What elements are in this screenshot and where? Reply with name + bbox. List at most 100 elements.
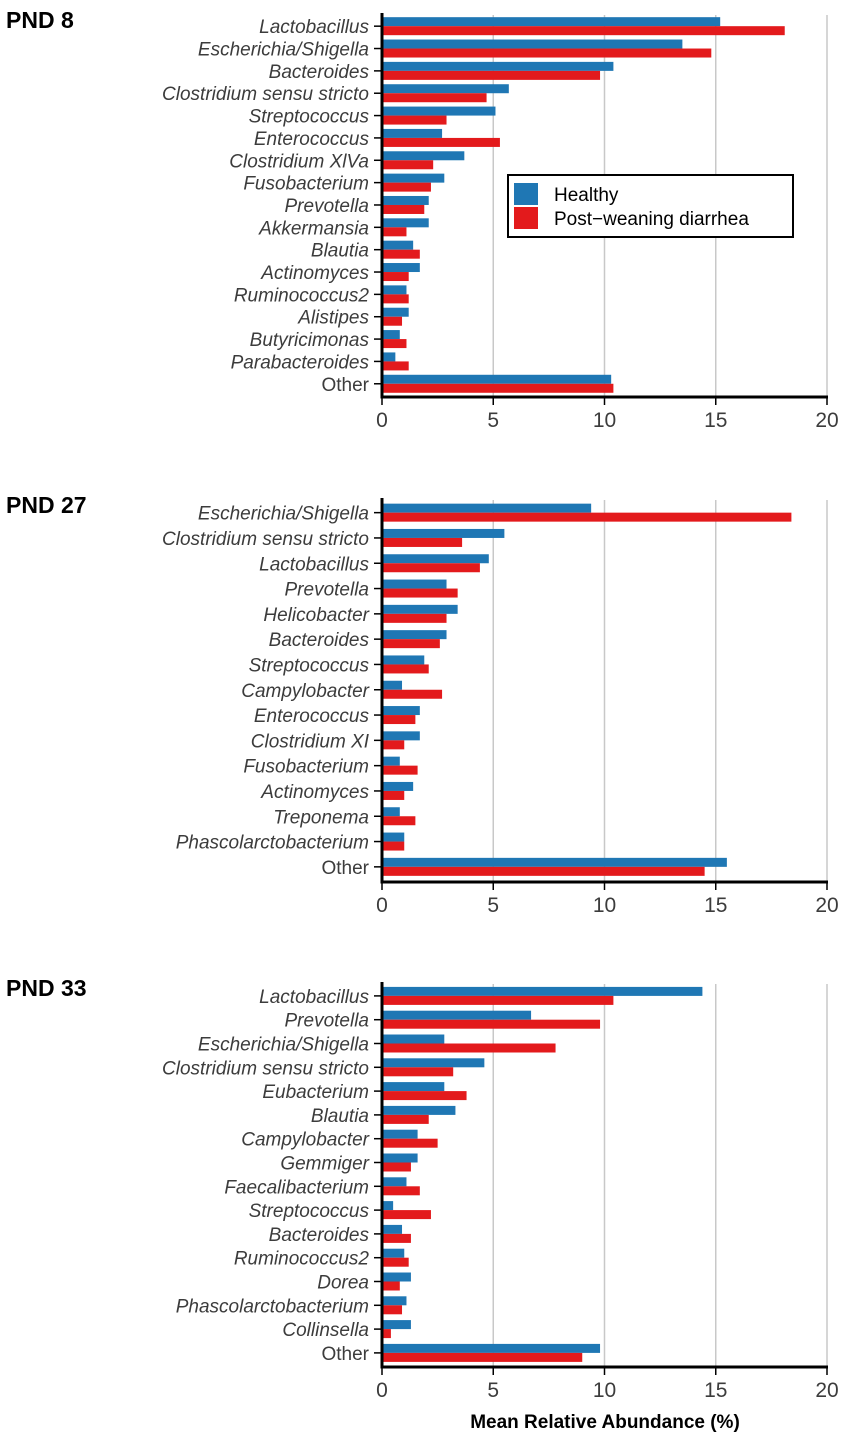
pnd-8-bar-blautia-pwd [382,249,420,259]
pnd-33-bar-gemmiger-healthy [382,1153,418,1163]
pnd-27-bar-escherichia-shigella-healthy [382,503,592,513]
pnd-33-bar-prevotella-healthy [382,1010,532,1020]
pnd-8-bar-blautia-healthy [382,240,414,250]
pnd-8-panel-title: PND 8 [6,7,74,33]
axes-layer [374,13,828,1375]
pnd-8-bar-parabacteroides-pwd [382,361,409,371]
pnd-8-bar-bacteroides-healthy [382,61,614,71]
pnd-33-bar-phascolarctobacterium-pwd [382,1305,403,1315]
pnd-33-category-label-campylobacter: Campylobacter [241,1130,369,1151]
pnd-27-bar-lactobacillus-healthy [382,554,489,564]
pnd-8-x-tick-label-0: 0 [376,409,388,432]
pnd-33-bar-lactobacillus-pwd [382,995,614,1005]
pnd-8-bar-clostridium-xlva-healthy [382,151,465,161]
pnd-27-x-tick-label-5: 5 [487,894,499,917]
pnd-8-bar-enterococcus-pwd [382,137,500,147]
pnd-8-bar-escherichia-shigella-pwd [382,48,712,58]
pnd-33-bar-faecalibacterium-healthy [382,1177,407,1187]
pnd-8-bar-akkermansia-pwd [382,227,407,237]
pnd-27-x-tick-label-0: 0 [376,894,388,917]
pnd-27-category-label-other: Other [321,858,369,879]
pnd-27-bar-treponema-pwd [382,816,416,826]
pnd-33-category-label-prevotella: Prevotella [285,1011,370,1032]
pnd-27-category-label-bacteroides: Bacteroides [269,630,370,651]
text-layer: PND 8 LactobacillusEscherichia/ShigellaBa… [6,7,839,1402]
pnd-8-bar-clostridium-xlva-pwd [382,160,434,170]
gridlines-layer [492,15,828,1367]
pnd-27-x-tick-label-10: 10 [593,894,616,917]
pnd-8-bar-alistipes-pwd [382,316,403,326]
pnd-27-bar-streptococcus-pwd [382,664,429,674]
pnd-8-x-tick-label-15: 15 [704,409,727,432]
pnd-8-category-label-ruminococcus2: Ruminococcus2 [234,285,370,306]
pnd-8-x-tick-label-5: 5 [487,409,499,432]
pnd-8-bar-fusobacterium-pwd [382,182,431,192]
pnd-33-bar-gemmiger-pwd [382,1162,411,1172]
pnd-33-x-tick-label-0: 0 [376,1379,388,1402]
pnd-33-bar-escherichia-shigella-healthy [382,1034,445,1044]
pnd-8-bar-alistipes-healthy [382,307,409,317]
pnd-33-bar-faecalibacterium-pwd [382,1186,420,1196]
pnd-27-category-label-fusobacterium: Fusobacterium [243,757,369,778]
legend: Healthy Post−weaning diarrhea [507,174,794,238]
pnd-33-category-label-dorea: Dorea [317,1273,369,1294]
pnd-8-bar-streptococcus-pwd [382,115,447,125]
pnd-33-bar-campylobacter-healthy [382,1129,418,1139]
pnd-33-bar-collinsella-pwd [382,1329,391,1339]
pnd-8-category-label-escherichia-shigella: Escherichia/Shigella [198,40,369,61]
pnd-27-bar-clostridium-xi-healthy [382,731,420,741]
pnd-8-bar-ruminococcus2-healthy [382,285,407,295]
pnd-33-x-tick-label-20: 20 [815,1379,838,1402]
pnd-33-x-tick-label-15: 15 [704,1379,727,1402]
pnd-27-bar-other-pwd [382,866,705,876]
pnd-27-bar-bacteroides-pwd [382,639,440,649]
pnd-33-bar-campylobacter-pwd [382,1138,438,1148]
pnd-33-bar-escherichia-shigella-pwd [382,1043,556,1053]
pnd-8-category-label-blautia: Blautia [311,241,369,262]
pnd-33-bar-dorea-pwd [382,1281,400,1291]
pnd-27-bar-clostridium-sensu-stricto-healthy [382,528,505,538]
pnd-27-category-label-clostridium-xi: Clostridium XI [251,731,370,752]
pnd-27-bar-phascolarctobacterium-pwd [382,841,405,851]
pnd-33-bar-streptococcus-healthy [382,1201,394,1211]
legend-swatch-healthy [514,183,538,205]
pnd-33-bar-dorea-healthy [382,1272,411,1282]
pnd-8-bar-enterococcus-healthy [382,128,443,138]
pnd-8-category-label-enterococcus: Enterococcus [254,129,370,150]
pnd-33-category-label-escherichia-shigella: Escherichia/Shigella [198,1035,369,1056]
pnd-27-x-tick-label-20: 20 [815,894,838,917]
pnd-27-bar-escherichia-shigella-pwd [382,512,792,522]
pnd-8-category-label-fusobacterium: Fusobacterium [243,174,369,195]
pnd-8-bar-fusobacterium-healthy [382,173,445,183]
pnd-8-category-label-other: Other [321,375,369,396]
pnd-27-bar-clostridium-xi-pwd [382,740,405,750]
pnd-33-bar-bacteroides-pwd [382,1233,411,1243]
pnd-27-bar-enterococcus-healthy [382,706,420,716]
pnd-8-category-label-streptococcus: Streptococcus [249,107,370,128]
pnd-8-bar-other-healthy [382,374,612,384]
legend-swatch-pwd [514,207,538,229]
pnd-33-category-label-lactobacillus: Lactobacillus [259,987,369,1008]
pnd-8-category-label-parabacteroides: Parabacteroides [231,352,370,373]
pnd-33-bar-phascolarctobacterium-healthy [382,1296,407,1306]
pnd-27-bar-helicobacter-pwd [382,613,447,623]
pnd-8-bar-lactobacillus-healthy [382,17,721,27]
pnd-33-x-tick-label-5: 5 [487,1379,499,1402]
pnd-8-bar-clostridium-sensu-stricto-pwd [382,93,487,103]
pnd-8-bar-clostridium-sensu-stricto-healthy [382,84,509,94]
pnd-27-bar-campylobacter-pwd [382,689,443,699]
pnd-33-bar-eubacterium-healthy [382,1082,445,1092]
pnd-27-category-label-actinomyces: Actinomyces [260,782,369,803]
pnd-8-bar-parabacteroides-healthy [382,352,396,362]
pnd-33-bar-bacteroides-healthy [382,1224,403,1234]
pnd-8-bar-butyricimonas-healthy [382,330,400,340]
bars-layer [382,17,792,1362]
pnd-33-bar-other-healthy [382,1343,601,1353]
pnd-8-bar-actinomyces-pwd [382,272,409,282]
pnd-8-bar-ruminococcus2-pwd [382,294,409,304]
pnd-27-category-label-clostridium-sensu-stricto: Clostridium sensu stricto [162,529,369,550]
pnd-8-category-label-bacteroides: Bacteroides [269,62,370,83]
pnd-8-category-label-clostridium-xlva: Clostridium XlVa [229,151,369,172]
pnd-33-category-label-ruminococcus2: Ruminococcus2 [234,1249,370,1270]
pnd-33-bar-clostridium-sensu-stricto-healthy [382,1058,485,1068]
